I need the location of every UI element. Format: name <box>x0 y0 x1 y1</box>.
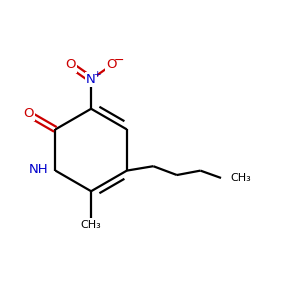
Text: CH₃: CH₃ <box>81 220 101 230</box>
Text: O: O <box>23 107 34 120</box>
Text: CH₃: CH₃ <box>230 173 251 183</box>
Text: O: O <box>65 58 76 71</box>
Text: N: N <box>86 73 96 86</box>
Text: NH: NH <box>28 163 48 176</box>
Text: −: − <box>114 54 124 67</box>
Text: +: + <box>93 70 100 79</box>
Text: O: O <box>106 58 117 71</box>
